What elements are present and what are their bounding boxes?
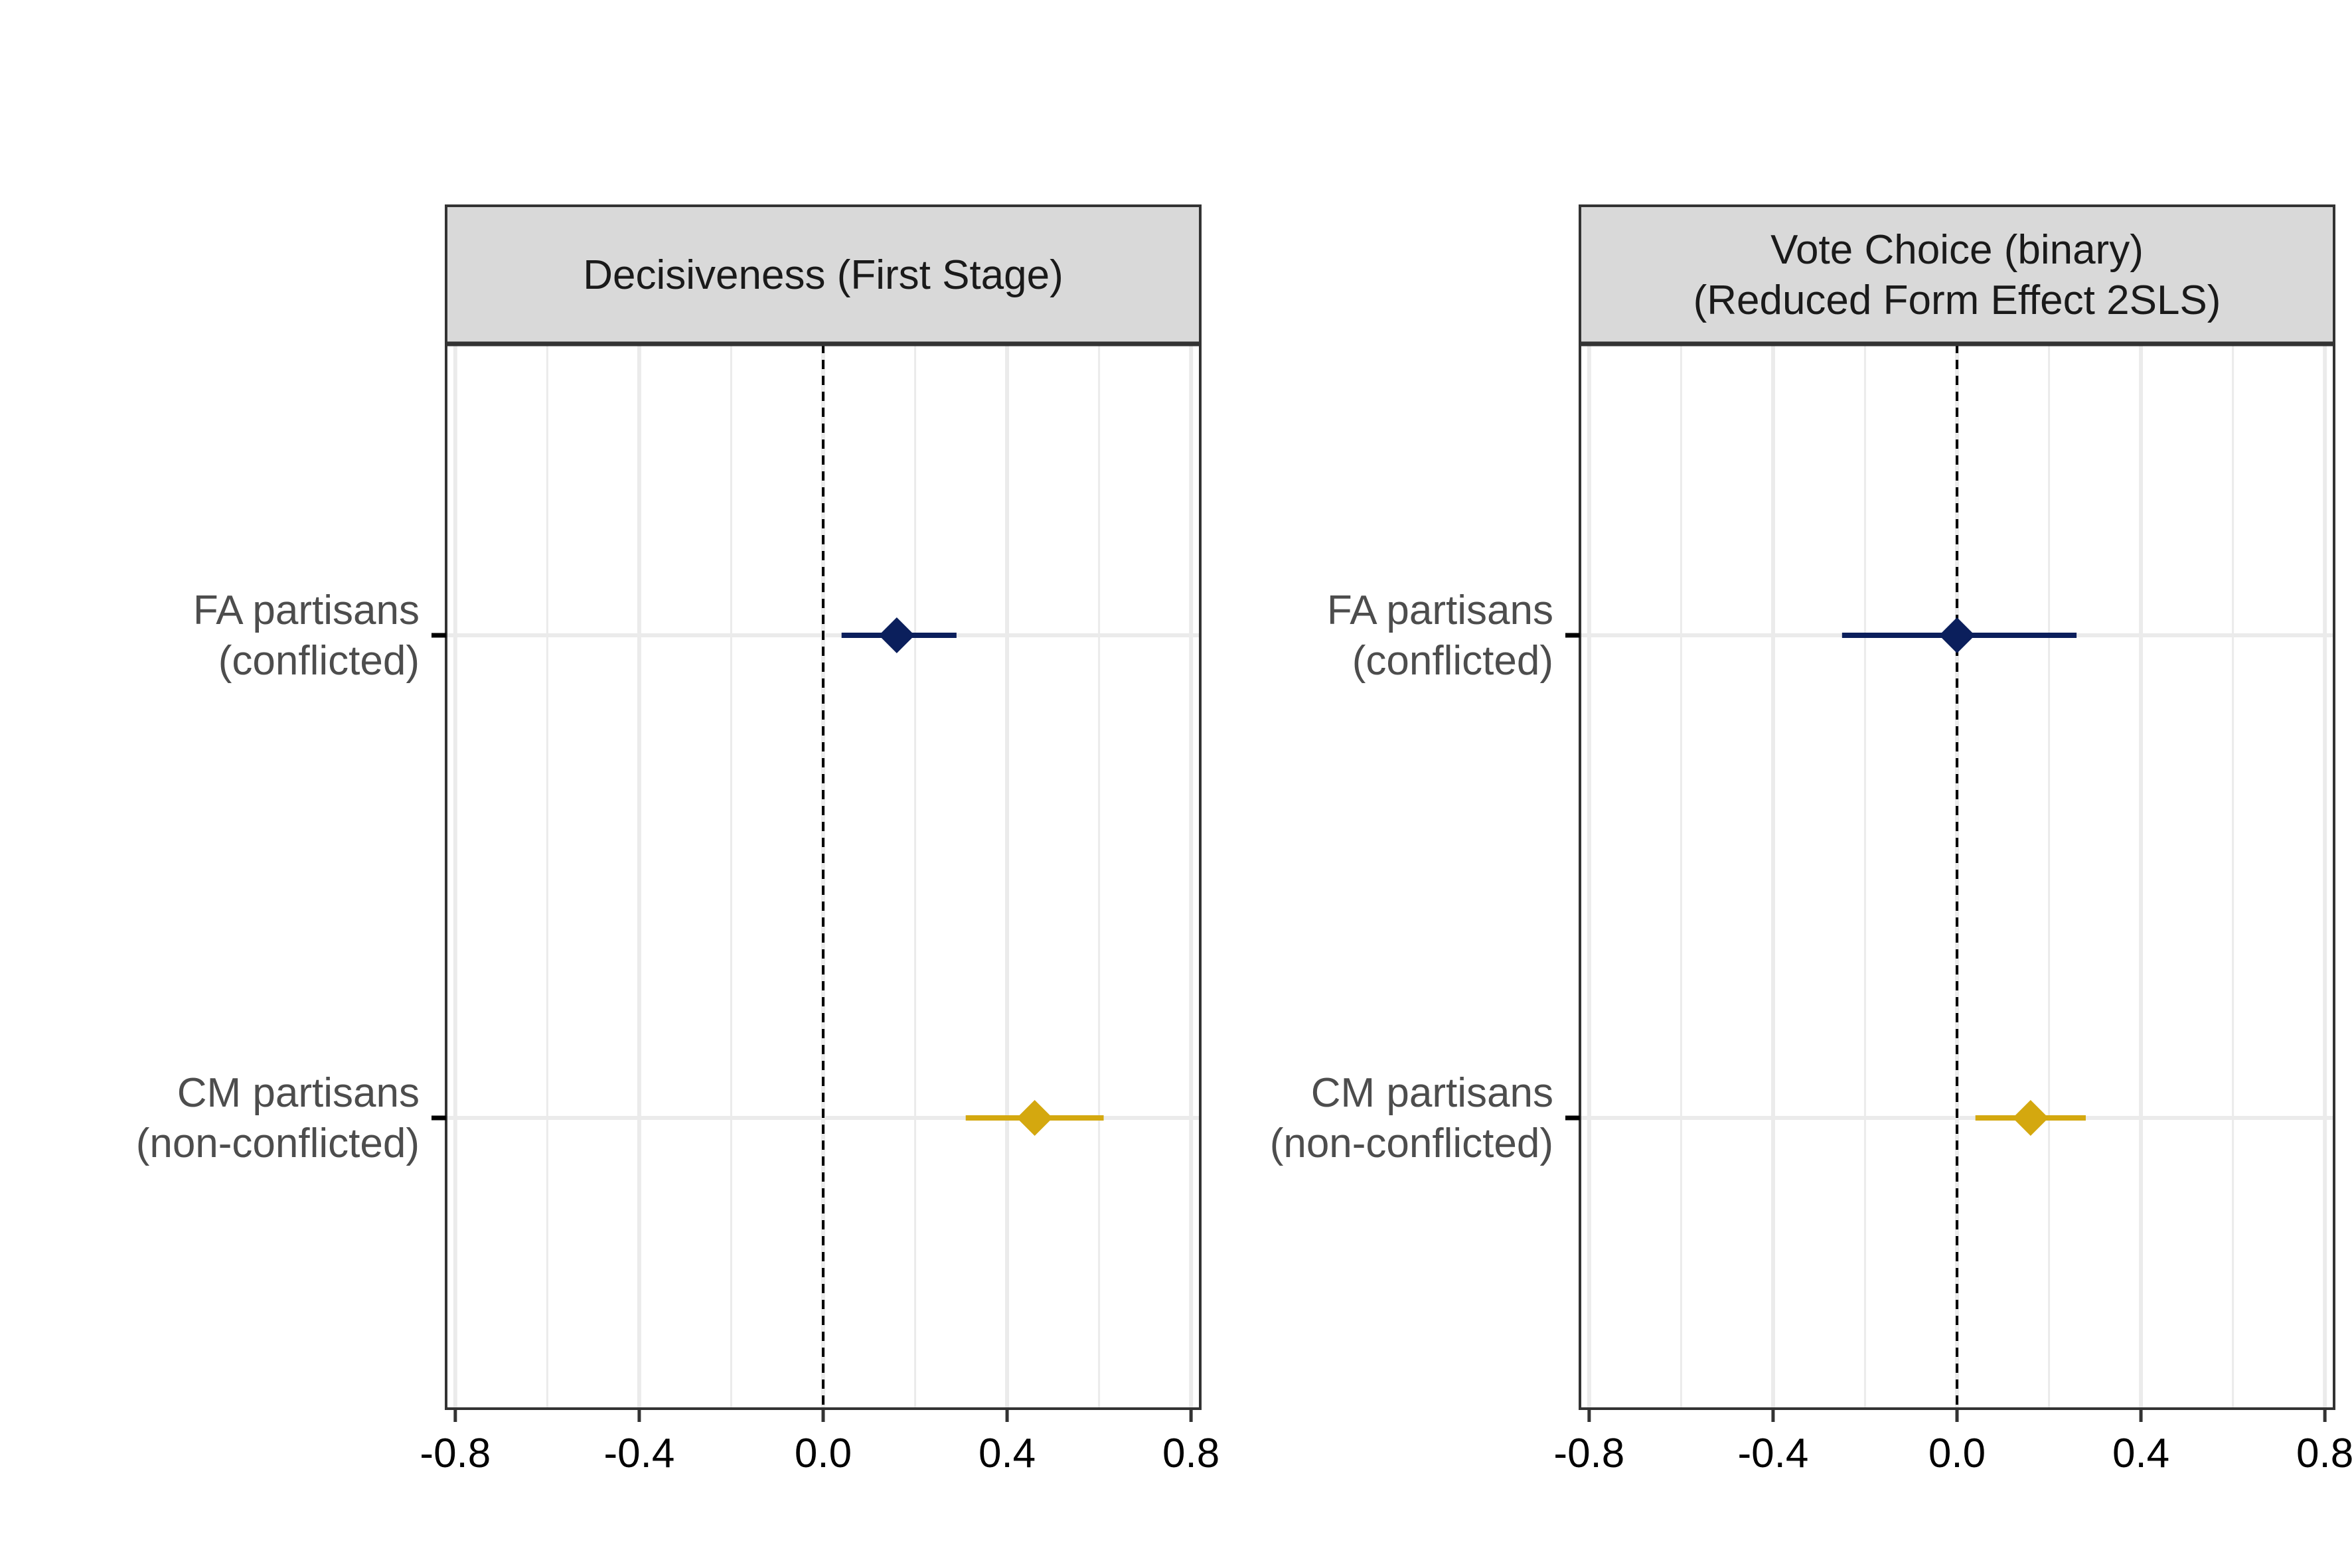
y-tick-label-line: (non-conflicted) [1270, 1121, 1553, 1166]
estimate-point [1939, 617, 1975, 653]
strip-title-line: Vote Choice (binary) [1770, 227, 2144, 273]
estimate-point [2012, 1100, 2049, 1136]
strip-background [445, 204, 1202, 345]
x-tick-label: 0.0 [1928, 1431, 1986, 1476]
panel-2: Vote Choice (binary) (Reduced Form Effect… [1270, 204, 2352, 1476]
y-tick-label: CM partisans (non-conflicted) [136, 1070, 420, 1166]
strip-title-line: (Reduced Form Effect 2SLS) [1693, 277, 2221, 323]
y-tick-label-line: FA partisans [193, 588, 420, 633]
x-tick-label: 0.8 [1162, 1431, 1219, 1476]
y-tick-label: CM partisans (non-conflicted) [1270, 1070, 1553, 1166]
x-tick-label: 0.4 [979, 1431, 1036, 1476]
y-tick-label-line: (non-conflicted) [136, 1121, 420, 1166]
x-tick-label: 0.0 [795, 1431, 852, 1476]
x-tick-label: 0.8 [2296, 1431, 2352, 1476]
x-tick-label: 0.4 [2112, 1431, 2169, 1476]
x-tick-label: -0.4 [1738, 1431, 1809, 1476]
panel-1: Decisiveness (First Stage) FA partisans (c… [136, 204, 1219, 1476]
x-tick-label: -0.4 [604, 1431, 675, 1476]
y-tick-label: FA partisans (conflicted) [193, 588, 420, 684]
estimate-point [1016, 1100, 1053, 1136]
y-tick-label: FA partisans (conflicted) [1327, 588, 1553, 684]
y-tick-label-line: FA partisans [1327, 588, 1553, 633]
strip-background [1579, 204, 2335, 345]
strip-title: Vote Choice (binary) (Reduced Form Effect… [1693, 227, 2221, 323]
y-tick-label-line: (conflicted) [218, 638, 420, 684]
x-tick-label: -0.8 [1553, 1431, 1624, 1476]
panels: Decisiveness (First Stage) FA partisans (c… [136, 204, 2352, 1476]
estimate-point [878, 617, 915, 653]
x-tick-label: -0.8 [420, 1431, 491, 1476]
strip-title: Decisiveness (First Stage) [583, 252, 1063, 298]
y-tick-label-line: CM partisans [177, 1070, 420, 1116]
y-tick-label-line: (conflicted) [1352, 638, 1553, 684]
y-tick-label-line: CM partisans [1311, 1070, 1553, 1116]
strip-title-line: Decisiveness (First Stage) [583, 252, 1063, 298]
